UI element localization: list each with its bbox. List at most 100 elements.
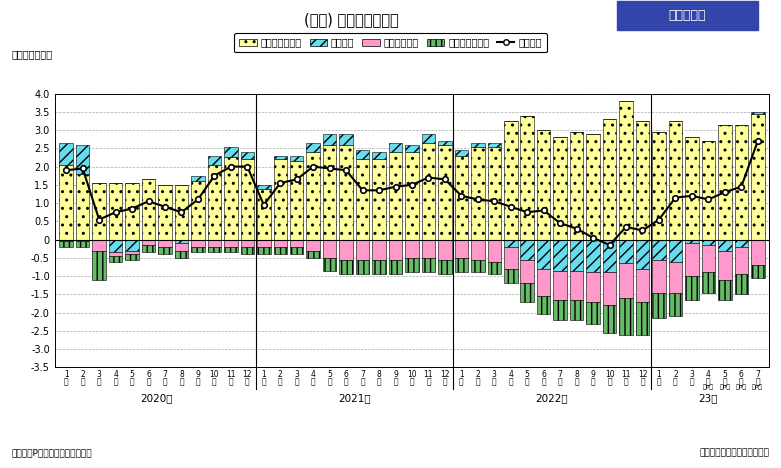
Bar [603, 240, 616, 272]
Text: 12: 12 [440, 370, 450, 379]
Bar [718, 124, 732, 240]
Bar [751, 112, 765, 114]
Bar [570, 240, 583, 271]
Bar [735, 247, 748, 274]
Bar [340, 240, 353, 260]
経常収支 [308, 164, 318, 169]
Text: 7: 7 [162, 370, 167, 379]
Text: 3: 3 [492, 370, 497, 379]
Bar [487, 143, 501, 146]
Text: （P）: （P） [719, 385, 730, 390]
Bar [340, 260, 353, 274]
Bar [504, 247, 518, 269]
Bar [109, 183, 123, 240]
Bar [471, 143, 484, 146]
Bar [92, 250, 106, 280]
Bar [619, 101, 633, 240]
Bar [652, 240, 665, 260]
Bar [685, 240, 699, 243]
Bar [735, 274, 748, 294]
Text: 9: 9 [393, 370, 398, 379]
Bar [685, 243, 699, 276]
Text: 6: 6 [344, 370, 348, 379]
Bar [438, 260, 451, 274]
Text: 3: 3 [294, 370, 299, 379]
Text: 月: 月 [311, 378, 316, 387]
Text: 【財務省国際局為替市場課】: 【財務省国際局為替市場課】 [700, 449, 769, 458]
Bar [191, 247, 205, 252]
Bar [142, 240, 155, 245]
Line: 経常収支: 経常収支 [63, 138, 761, 248]
Bar [685, 276, 699, 300]
Bar [306, 240, 320, 250]
Bar [537, 130, 551, 240]
Bar [389, 240, 402, 260]
Bar [241, 159, 254, 240]
Bar [537, 240, 551, 269]
Text: 月: 月 [574, 378, 579, 387]
Bar [191, 240, 205, 247]
Bar [125, 183, 139, 240]
Text: （備考）Pは速報値をあらわす。: （備考）Pは速報値をあらわす。 [12, 449, 92, 458]
Text: 月: 月 [410, 378, 414, 387]
Bar [636, 121, 649, 240]
Text: 月: 月 [376, 378, 381, 387]
Text: 2020年: 2020年 [141, 394, 173, 404]
Text: 月: 月 [393, 378, 398, 387]
Text: 11: 11 [621, 370, 631, 379]
Text: 7: 7 [755, 370, 760, 379]
Text: 月: 月 [146, 378, 151, 387]
Bar [76, 240, 89, 241]
Bar [373, 240, 386, 260]
Text: 9: 9 [590, 370, 596, 379]
経常収支 [78, 166, 87, 171]
Bar [175, 243, 188, 250]
Bar [619, 240, 633, 263]
経常収支 [292, 176, 301, 182]
Bar [520, 240, 534, 260]
Text: 月: 月 [179, 378, 184, 387]
Bar [159, 247, 172, 254]
Bar [570, 132, 583, 240]
Text: 月: 月 [755, 378, 760, 387]
Text: 4: 4 [311, 370, 316, 379]
Text: 8: 8 [376, 370, 381, 379]
Text: 5: 5 [525, 370, 530, 379]
Text: 月: 月 [673, 378, 678, 387]
経常収支 [490, 198, 499, 204]
Text: 月: 月 [608, 378, 612, 387]
Text: 月: 月 [459, 378, 464, 387]
Text: 10: 10 [407, 370, 417, 379]
経常収支 [177, 209, 186, 215]
Bar [587, 272, 600, 302]
Bar [109, 240, 123, 252]
Bar [224, 240, 237, 247]
Bar [175, 250, 188, 258]
Bar [125, 254, 139, 260]
Text: 4: 4 [113, 370, 118, 379]
Bar [405, 152, 419, 240]
Bar [504, 269, 518, 284]
Text: 2021年: 2021年 [338, 394, 371, 404]
Text: 月: 月 [97, 378, 102, 387]
Text: 月: 月 [525, 378, 530, 387]
Text: 月: 月 [80, 378, 85, 387]
経常収支 [259, 202, 269, 208]
Bar [718, 280, 732, 300]
Bar [273, 247, 287, 254]
Bar [306, 152, 320, 240]
Bar [587, 302, 600, 323]
Text: 月: 月 [690, 378, 694, 387]
Bar [471, 240, 484, 260]
Bar [455, 150, 468, 156]
Text: 月: 月 [278, 378, 283, 387]
Bar [142, 179, 155, 240]
経常収支 [687, 193, 697, 198]
Text: 2: 2 [673, 370, 678, 379]
Text: 1: 1 [459, 370, 464, 379]
Bar [241, 240, 254, 247]
Text: 月: 月 [344, 378, 348, 387]
Bar [455, 156, 468, 240]
Bar [587, 134, 600, 240]
Bar [389, 143, 402, 152]
